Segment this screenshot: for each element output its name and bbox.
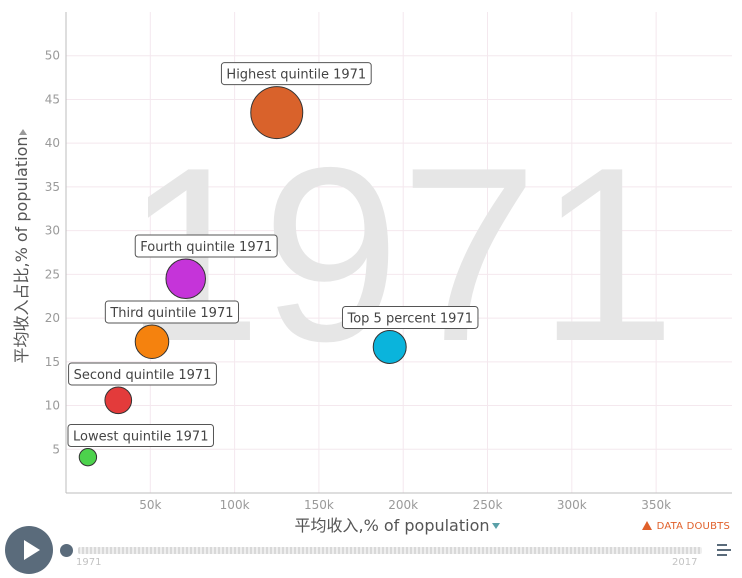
axes <box>65 12 732 494</box>
y-tick-label: 40 <box>45 136 60 150</box>
bubble-label: Lowest quintile 1971 <box>67 423 214 447</box>
x-axis-title[interactable]: 平均收入,% of population <box>294 516 489 535</box>
data-doubts-link[interactable]: DATA DOUBTS <box>641 521 730 532</box>
bubble-label-text: Fourth quintile 1971 <box>140 240 272 255</box>
bubble-label: Highest quintile 1971 <box>220 62 372 86</box>
x-tick-label: 250k <box>473 498 503 512</box>
bubble-label-box <box>104 300 240 324</box>
play-icon <box>24 540 40 560</box>
ticks: 5 10 15 20 25 30 35 40 45 50 50k 100k 150k 200k 250k 30… <box>45 49 671 512</box>
y-axis-title[interactable]: 平均收入占比,% of population <box>12 136 31 363</box>
y-tick-label: 35 <box>45 180 60 194</box>
y-axis-dropdown-icon[interactable] <box>19 129 27 135</box>
timeline-slider-handle[interactable] <box>60 544 73 557</box>
bubble-label-box <box>134 234 278 258</box>
bubble-label-text: Lowest quintile 1971 <box>73 429 208 444</box>
bubble[interactable] <box>250 86 304 140</box>
bubble-label-text: Highest quintile 1971 <box>226 68 366 83</box>
x-tick-label: 150k <box>304 498 334 512</box>
y-tick-label: 15 <box>45 355 60 369</box>
data-doubts-label: DATA DOUBTS <box>656 521 730 532</box>
timeline-start-label: 1971 <box>76 557 102 568</box>
bubble[interactable] <box>134 324 170 359</box>
y-tick-label: 45 <box>45 92 60 106</box>
bubble[interactable] <box>78 447 98 467</box>
y-tick-label: 5 <box>52 442 60 456</box>
bubble-label-text: Second quintile 1971 <box>74 368 212 383</box>
y-tick-label: 30 <box>45 224 60 238</box>
bubble-label-box <box>341 305 479 329</box>
x-tick-label: 200k <box>388 498 418 512</box>
timeline-slider-track[interactable] <box>78 547 702 554</box>
x-tick-label: 50k <box>139 498 161 512</box>
bubble-label-box <box>67 423 214 447</box>
bubble-label-text: Third quintile 1971 <box>109 306 233 321</box>
bubble-label-text: Top 5 percent 1971 <box>346 311 472 326</box>
x-tick-label: 300k <box>557 498 587 512</box>
grid <box>66 12 732 493</box>
bubble-label-box <box>68 362 217 386</box>
bubble-label: Third quintile 1971 <box>104 300 240 324</box>
bubble-label: Top 5 percent 1971 <box>341 305 479 329</box>
bubble-label: Second quintile 1971 <box>68 362 217 386</box>
speed-control-icon[interactable] <box>717 544 731 559</box>
bubble-label-box <box>220 62 372 86</box>
bubble[interactable] <box>372 329 407 364</box>
x-axis-dropdown-icon[interactable] <box>492 523 500 529</box>
bubble-label: Fourth quintile 1971 <box>134 234 278 258</box>
timeline-end-label: 2017 <box>672 557 698 568</box>
x-tick-label: 350k <box>641 498 671 512</box>
bubbles <box>78 86 407 467</box>
y-tick-label: 10 <box>45 399 60 413</box>
bubble-labels: Highest quintile 1971 Fourth quintile 197… <box>67 62 479 447</box>
y-tick-label: 20 <box>45 311 60 325</box>
y-tick-label: 50 <box>45 49 60 63</box>
play-button[interactable] <box>5 526 53 574</box>
x-tick-label: 100k <box>220 498 250 512</box>
y-tick-label: 25 <box>45 267 60 281</box>
warning-icon <box>641 521 652 530</box>
bubble[interactable] <box>165 258 206 299</box>
bubble[interactable] <box>104 386 133 415</box>
